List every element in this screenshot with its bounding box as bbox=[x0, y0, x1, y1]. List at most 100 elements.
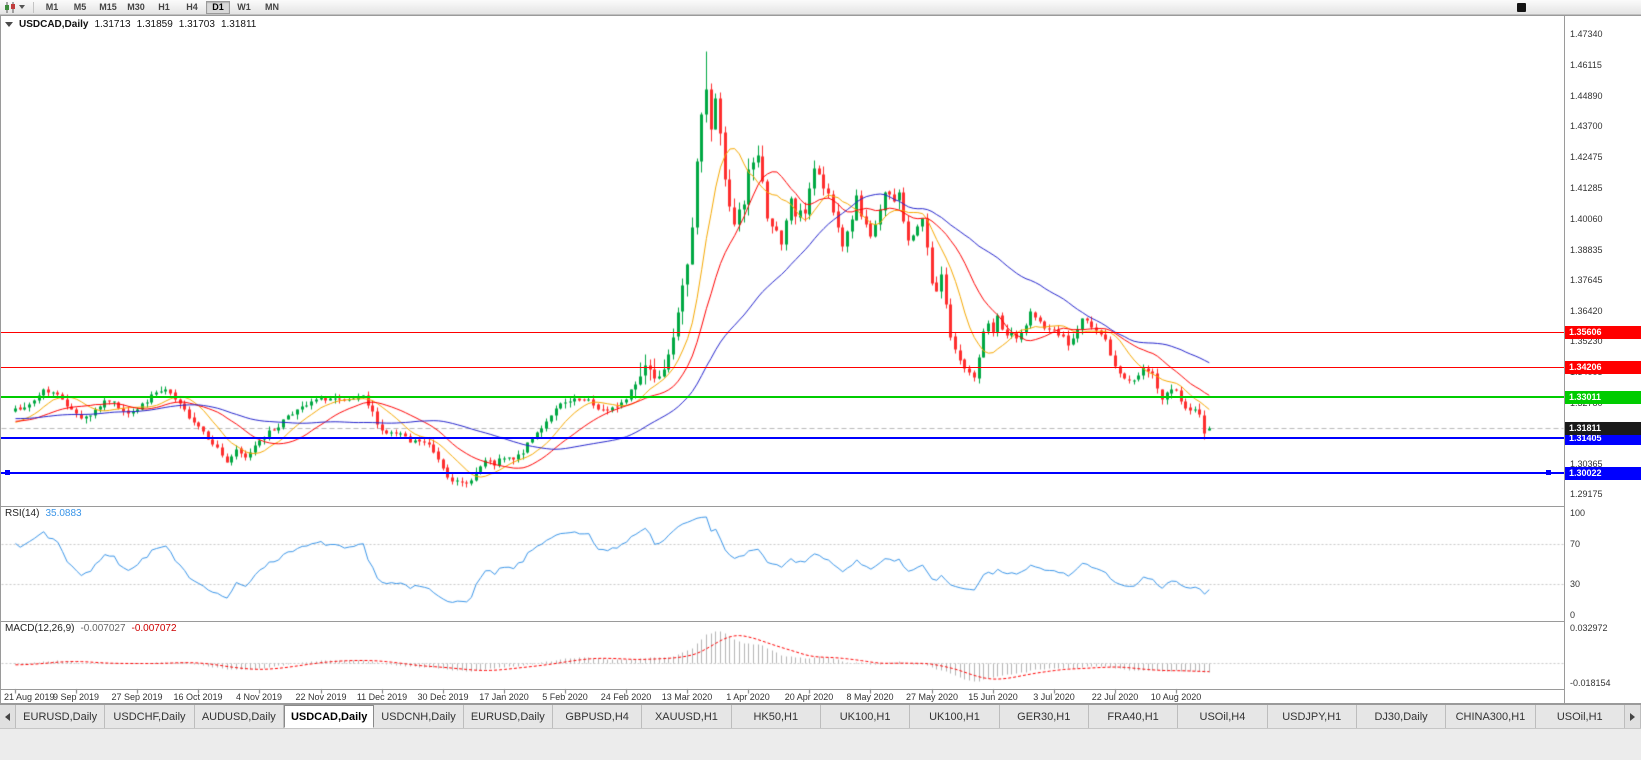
time-axis-label: 20 Apr 2020 bbox=[784, 692, 834, 702]
macd-scale-label: -0.018154 bbox=[1570, 678, 1611, 688]
price-axis-label: 1.47340 bbox=[1570, 29, 1603, 39]
chart-tab[interactable]: EURUSD,Daily bbox=[463, 705, 553, 728]
black-square-icon[interactable] bbox=[1517, 2, 1526, 12]
current-price-badge: 1.31811 bbox=[1565, 422, 1641, 435]
level-price-badge: 1.33011 bbox=[1565, 391, 1641, 404]
chart-tab[interactable]: UK100,H1 bbox=[910, 705, 1000, 728]
macd-scale-label: 0.032972 bbox=[1570, 623, 1608, 633]
chart-symbol-label: USDCAD,Daily bbox=[19, 19, 89, 30]
chart-tab[interactable]: USOil,H1 bbox=[1535, 705, 1625, 728]
price-axis-label: 1.41285 bbox=[1570, 183, 1603, 193]
ohlc-low-value: 1.31703 bbox=[178, 19, 215, 30]
chart-tab[interactable]: GER30,H1 bbox=[999, 705, 1089, 728]
chart-tab[interactable]: USDCAD,Daily bbox=[283, 705, 375, 728]
timeframe-button-m5[interactable]: M5 bbox=[73, 2, 87, 12]
tabs-container: EURUSD,Daily USDCHF,Daily AUDUSD,Daily USDC… bbox=[16, 705, 1625, 728]
time-axis-label: 22 Jul 2020 bbox=[1091, 692, 1139, 702]
ohlc-open-value: 1.31713 bbox=[94, 19, 131, 30]
timeframe-button-d1[interactable]: D1 bbox=[206, 0, 230, 14]
chart-tab[interactable]: USOil,H4 bbox=[1178, 705, 1268, 728]
chevron-down-icon bbox=[19, 5, 25, 9]
time-axis-label: 4 Nov 2019 bbox=[235, 692, 283, 702]
horizontal-level-line[interactable] bbox=[1, 437, 1564, 439]
time-axis-label: 11 Dec 2019 bbox=[356, 692, 408, 702]
chart-type-button[interactable] bbox=[0, 1, 29, 14]
panel-separator[interactable] bbox=[1, 506, 1640, 507]
timeframe-button-m1[interactable]: M1 bbox=[45, 2, 59, 12]
rsi-value: 35.0883 bbox=[45, 508, 82, 519]
timeframe-button-h4[interactable]: H4 bbox=[186, 2, 198, 12]
chart-tab[interactable]: USDCHF,Daily bbox=[105, 705, 195, 728]
chart-tab[interactable]: USDJPY,H1 bbox=[1267, 705, 1357, 728]
status-bar bbox=[0, 728, 1641, 760]
chart-tab[interactable]: DJ30,Daily bbox=[1356, 705, 1447, 728]
timeframe-button-w1[interactable]: W1 bbox=[237, 2, 251, 12]
chart-tab[interactable]: GBPUSD,H4 bbox=[552, 705, 643, 728]
level-price-badge: 1.35606 bbox=[1565, 326, 1641, 339]
triangle-left-icon bbox=[5, 712, 10, 721]
ohlc-high-value: 1.31859 bbox=[136, 19, 173, 30]
chart-window: USDCAD,Daily 1.31713 1.31859 1.31703 1.3… bbox=[0, 15, 1641, 704]
line-endpoint-handle[interactable] bbox=[5, 470, 10, 475]
price-axis-label: 1.44890 bbox=[1570, 91, 1603, 101]
chart-tab[interactable]: AUDUSD,Daily bbox=[194, 705, 284, 728]
rsi-scale-label: 70 bbox=[1570, 539, 1581, 549]
chart-tab[interactable]: UK100,H1 bbox=[820, 705, 911, 728]
horizontal-level-line[interactable] bbox=[1, 367, 1564, 368]
macd-title: MACD(12,26,9) -0.007027 -0.007072 bbox=[5, 623, 177, 634]
level-price-badge: 1.31405 bbox=[1565, 432, 1641, 445]
chart-header: USDCAD,Daily 1.31713 1.31859 1.31703 1.3… bbox=[5, 19, 256, 30]
candlestick-chart-icon bbox=[5, 1, 15, 13]
chart-tab[interactable]: CHINA300,H1 bbox=[1446, 705, 1536, 728]
horizontal-level-line[interactable] bbox=[1, 396, 1564, 398]
ohlc-close-value: 1.31811 bbox=[220, 19, 257, 30]
price-axis-label: 1.42475 bbox=[1570, 152, 1603, 162]
timeframe-button-m30[interactable]: M30 bbox=[127, 2, 145, 12]
time-axis-label: 27 Sep 2019 bbox=[111, 692, 163, 702]
chart-tab[interactable]: FRA40,H1 bbox=[1088, 705, 1179, 728]
rsi-title: RSI(14) 35.0883 bbox=[5, 508, 82, 519]
price-axis[interactable]: 1.47340 1.46115 1.44890 1.43700 1.42475 1.412… bbox=[1564, 16, 1641, 703]
time-axis-label: 13 Mar 2020 bbox=[661, 692, 713, 702]
horizontal-level-line[interactable] bbox=[1, 332, 1564, 333]
time-axis-label: 9 Sep 2019 bbox=[52, 692, 100, 702]
timeframe-buttons-group: M1 M5 M15 M30 H1 H4 D1 W1 MN bbox=[38, 0, 286, 14]
toolbar-separator bbox=[33, 1, 34, 13]
timeframe-button-h1[interactable]: H1 bbox=[158, 2, 170, 12]
time-axis-label: 15 Jun 2020 bbox=[968, 692, 1018, 702]
one-click-trading-toggle[interactable] bbox=[5, 22, 13, 27]
horizontal-level-line[interactable] bbox=[1, 472, 1564, 474]
price-axis-label: 1.30365 bbox=[1570, 459, 1603, 469]
price-axis-label: 1.38835 bbox=[1570, 245, 1603, 255]
time-axis-label: 16 Oct 2019 bbox=[173, 692, 223, 702]
tabs-scroll-right-button[interactable] bbox=[1625, 705, 1641, 728]
chart-tab[interactable]: EURUSD,Daily bbox=[16, 705, 106, 728]
time-axis-label: 17 Jan 2020 bbox=[479, 692, 529, 702]
chart-tab[interactable]: XAUUSD,H1 bbox=[642, 705, 732, 728]
panel-separator[interactable] bbox=[1, 621, 1640, 622]
timeframe-button-m15[interactable]: M15 bbox=[99, 2, 117, 12]
price-axis-label: 1.35230 bbox=[1570, 336, 1603, 346]
time-axis-label: 21 Aug 2019 bbox=[4, 692, 55, 702]
timeframe-button-mn[interactable]: MN bbox=[265, 2, 279, 12]
chart-tab[interactable]: USDCNH,Daily bbox=[374, 705, 464, 728]
time-axis-label: 27 May 2020 bbox=[905, 692, 959, 702]
time-axis-label: 8 May 2020 bbox=[846, 692, 894, 702]
price-axis-label: 1.37645 bbox=[1570, 275, 1603, 285]
macd-main-value: -0.007027 bbox=[80, 623, 126, 634]
tabs-scroll-left-button[interactable] bbox=[0, 705, 16, 728]
chart-tabs-bar: EURUSD,Daily USDCHF,Daily AUDUSD,Daily USDC… bbox=[0, 704, 1641, 728]
level-price-badge: 1.30022 bbox=[1565, 467, 1641, 480]
time-axis-label: 5 Feb 2020 bbox=[542, 692, 588, 702]
time-axis-separator bbox=[1, 689, 1640, 690]
triangle-right-icon bbox=[1630, 712, 1635, 721]
time-axis-label: 30 Dec 2019 bbox=[417, 692, 469, 702]
time-axis[interactable]: 21 Aug 2019 9 Sep 2019 27 Sep 2019 16 Oct 2… bbox=[1, 690, 1564, 704]
chart-tab[interactable]: HK50,H1 bbox=[731, 705, 821, 728]
price-chart-canvas[interactable] bbox=[1, 16, 1564, 703]
timeframe-toolbar: M1 M5 M15 M30 H1 H4 D1 W1 MN bbox=[0, 0, 1641, 15]
rsi-scale-label: 30 bbox=[1570, 579, 1581, 589]
price-axis-label: 1.36420 bbox=[1570, 306, 1603, 316]
line-endpoint-handle[interactable] bbox=[1546, 470, 1551, 475]
